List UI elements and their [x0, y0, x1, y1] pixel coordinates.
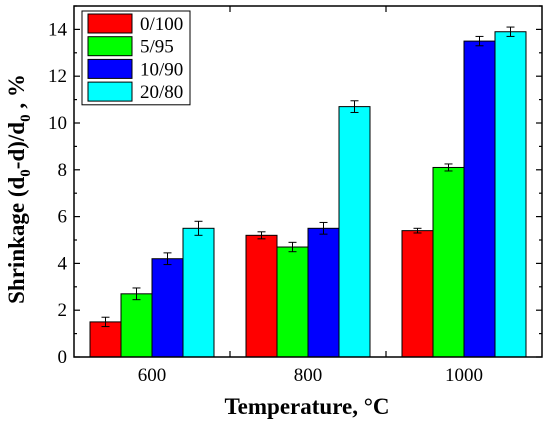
bar-10-90-600	[151, 258, 184, 358]
legend-label-0-100: 0/100	[140, 14, 183, 35]
x-axis-title: Temperature, °C	[224, 394, 389, 419]
bar-10-90-1000	[463, 40, 496, 358]
bar-5-95-800	[276, 246, 309, 358]
y-tick-label: 8	[58, 160, 68, 181]
bars-layer	[89, 26, 527, 358]
bar-20-80-800	[338, 106, 371, 358]
legend-swatch-20-80	[87, 81, 133, 102]
error-bar-10-90-1000	[475, 35, 484, 47]
error-bar-5-95-600	[132, 287, 141, 301]
error-bar-20-80-1000	[506, 26, 515, 37]
bar-20-80-1000	[494, 31, 527, 358]
y-tick-label: 0	[58, 347, 68, 368]
error-bar-0-100-600	[101, 316, 110, 328]
plot-frame	[73, 5, 543, 358]
legend-swatch-0-100	[87, 13, 133, 34]
x-tick-label: 800	[294, 365, 323, 386]
error-bar-10-90-800	[319, 221, 328, 235]
legend-label-5-95: 5/95	[140, 37, 174, 58]
y-tick-label: 14	[48, 19, 68, 40]
bar-5-95-1000	[432, 166, 465, 358]
y-tick-label: 6	[58, 207, 68, 228]
y-tick-label: 12	[48, 66, 67, 87]
error-bar-20-80-800	[350, 100, 359, 113]
error-bar-20-80-600	[194, 220, 203, 236]
x-tick-label: 600	[138, 365, 167, 386]
y-axis-title: Shrinkage (d0-d)/d0 , %	[4, 74, 34, 304]
error-bar-10-90-600	[163, 252, 172, 266]
bar-5-95-600	[120, 293, 153, 358]
bar-0-100-1000	[401, 230, 434, 358]
error-bar-0-100-800	[257, 231, 266, 240]
legend-swatch-10-90	[87, 58, 133, 79]
error-bar-5-95-800	[288, 241, 297, 253]
plot-border	[73, 5, 543, 358]
bar-0-100-800	[245, 234, 278, 358]
bar-20-80-600	[182, 227, 215, 358]
x-tick-label: 1000	[445, 365, 483, 386]
legend-swatch-5-95	[87, 36, 133, 57]
y-tick-label: 2	[58, 300, 68, 321]
error-bar-5-95-1000	[444, 163, 453, 172]
y-tick-label: 4	[58, 253, 68, 274]
error-bar-0-100-1000	[413, 227, 422, 234]
bar-0-100-600	[89, 321, 122, 358]
y-tick-label: 10	[48, 113, 67, 134]
legend-label-20-80: 20/80	[140, 82, 183, 103]
bar-10-90-800	[307, 227, 340, 358]
axis-ticks: 0 2 4 6 8 10 12 14 600 800 1000	[48, 5, 542, 386]
legend-label-10-90: 10/90	[140, 59, 183, 80]
